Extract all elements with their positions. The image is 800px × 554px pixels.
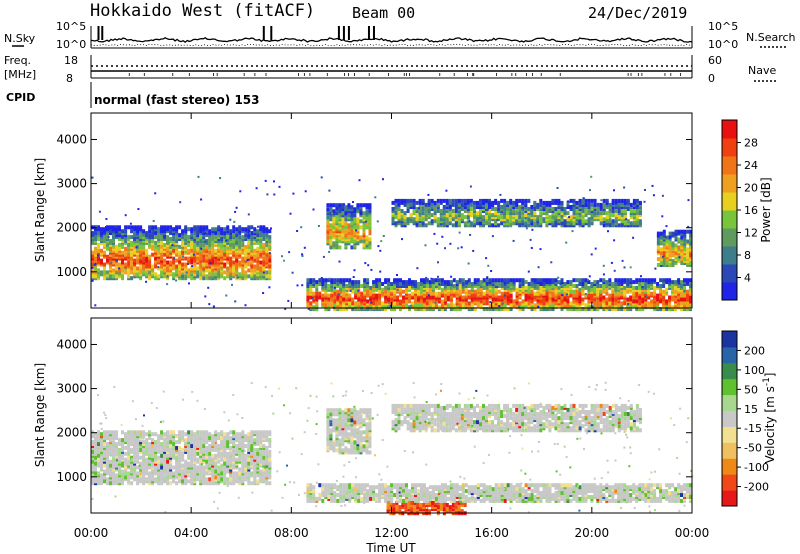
velocity-heatmap-cells — [91, 381, 694, 516]
noise-tick-left-high: 10^5 — [56, 20, 86, 33]
nave-tick-high: 60 — [708, 54, 722, 67]
colorbar-tick-label: 200 — [744, 344, 765, 357]
x-axis-label: Time UT — [365, 541, 416, 554]
colorbar-tick-label: 8 — [744, 249, 751, 262]
x-tick-label: 16:00 — [474, 526, 509, 540]
radar-title: Hokkaido West (fitACF) — [90, 1, 315, 21]
time-axis: 00:00 04:00 08:00 12:00 16:00 20:00 00:00 — [74, 113, 710, 540]
freq-label: Freq. — [4, 54, 31, 67]
colorbar-tick-label: 100 — [744, 364, 765, 377]
power-ylabel: Slant Range [km] — [33, 158, 47, 262]
noise-search-trace — [90, 43, 693, 47]
colorbar-tick-label: 20 — [744, 182, 758, 195]
velocity-heatmap-panel: 1000 2000 3000 4000 Slant Range [km] — [33, 317, 694, 516]
noise-tick-left-low: 10^0 — [56, 38, 86, 51]
y-tick-label: 2000 — [56, 426, 87, 440]
x-tick-label: 04:00 — [174, 526, 209, 540]
noise-sky-trace — [90, 26, 693, 44]
colorbar-tick-label: 50 — [744, 383, 758, 396]
nsky-label: N.Sky — [4, 32, 36, 45]
y-tick-label: 4000 — [56, 132, 87, 146]
x-tick-label: 00:00 — [675, 526, 710, 540]
noise-tick-right-low: 10^0 — [708, 38, 738, 51]
nave-trace — [128, 73, 682, 76]
velocity-ylabel: Slant Range [km] — [33, 363, 47, 467]
cpid-text: normal (fast stereo) 153 — [94, 93, 260, 107]
colorbar-tick-label: 12 — [744, 227, 758, 240]
x-tick-label: 00:00 — [74, 526, 109, 540]
power-colorbar-label: Power [dB] — [759, 177, 773, 242]
x-tick-label: 08:00 — [274, 526, 309, 540]
y-tick-label: 1000 — [56, 470, 87, 484]
freq-tick-high: 18 — [64, 54, 78, 67]
noise-panel: 10^5 10^0 10^5 10^0 N.Sky N.Search — [4, 20, 796, 51]
colorbar-tick-label: 24 — [744, 159, 758, 172]
freq-tick-low: 8 — [66, 72, 73, 85]
power-heatmap-cells — [91, 175, 693, 312]
y-tick-label: 4000 — [56, 337, 87, 351]
y-tick-label: 1000 — [56, 265, 87, 279]
cpid-panel: CPID normal (fast stereo) 153 — [6, 82, 260, 108]
freq-nave-panel: Freq. [MHz] 18 8 60 0 Nave — [4, 54, 776, 85]
velocity-colorbar: -200 -100 -50 -15 15 50 100 200 Velocity [m s-1… — [721, 330, 777, 507]
power-colorbar: 4 8 12 16 20 24 28 Power [dB] — [721, 119, 773, 301]
nave-label: Nave — [748, 64, 776, 77]
colorbar-tick-label: 4 — [744, 272, 751, 285]
nsearch-label: N.Search — [746, 31, 796, 44]
colorbar-tick-label: 16 — [744, 204, 758, 217]
y-tick-label: 3000 — [56, 382, 87, 396]
power-y-ticks: 1000 2000 3000 4000 — [56, 132, 692, 279]
noise-tick-right-high: 10^5 — [708, 20, 738, 33]
nave-tick-low: 0 — [708, 72, 715, 85]
colorbar-tick-label: -15 — [744, 422, 762, 435]
velocity-colorbar-label: Velocity [m s-1] — [762, 373, 777, 464]
colorbar-tick-label: -200 — [744, 481, 769, 494]
y-tick-label: 2000 — [56, 221, 87, 235]
beam-label: Beam 00 — [352, 4, 415, 22]
power-heatmap-panel: 1000 2000 3000 4000 Slant Range [km] — [33, 112, 693, 312]
date-label: 24/Dec/2019 — [588, 4, 687, 22]
freq-unit: [MHz] — [4, 68, 36, 81]
cpid-label: CPID — [6, 91, 35, 104]
y-tick-label: 3000 — [56, 177, 87, 191]
x-tick-label: 20:00 — [575, 526, 610, 540]
velocity-y-ticks: 1000 2000 3000 4000 — [56, 337, 692, 484]
x-tick-label: 12:00 — [374, 526, 409, 540]
colorbar-tick-label: -50 — [744, 442, 762, 455]
colorbar-tick-label: -100 — [744, 461, 769, 474]
colorbar-tick-label: 15 — [744, 403, 758, 416]
colorbar-tick-label: 28 — [744, 137, 758, 150]
